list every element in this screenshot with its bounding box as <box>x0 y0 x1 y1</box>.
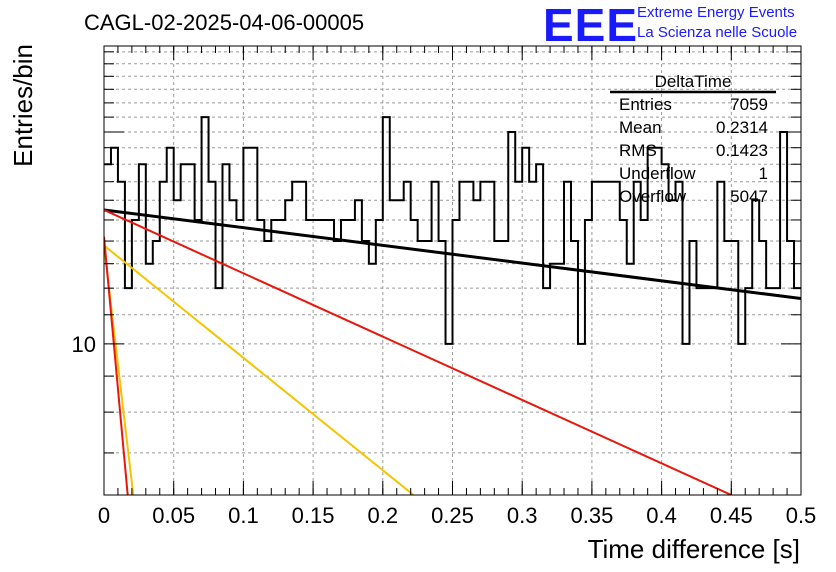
stats-value-overflow: 5047 <box>730 187 768 206</box>
stats-value-rms: 0.1423 <box>716 141 768 160</box>
x-tick-label: 0.1 <box>228 503 259 528</box>
x-tick-label: 0.15 <box>292 503 335 528</box>
chart-title: CAGL-02-2025-04-06-00005 <box>84 10 365 35</box>
stats-value-underflow: 1 <box>759 164 768 183</box>
x-tick-label: 0.3 <box>507 503 538 528</box>
y-axis-title: Entries/bin <box>8 44 38 167</box>
x-tick-label: 0.05 <box>152 503 195 528</box>
stats-label-entries: Entries <box>619 95 672 114</box>
fit-line <box>104 244 415 495</box>
y-tick-label: 10 <box>72 332 96 357</box>
stats-value-entries: 7059 <box>730 95 768 114</box>
eee-logo: EEE <box>543 0 639 51</box>
stats-label-mean: Mean <box>619 118 662 137</box>
stats-box: DeltaTime Entries 7059 Mean 0.2314 RMS 0… <box>610 72 776 206</box>
x-tick-label: 0 <box>98 503 110 528</box>
x-tick-label: 0.2 <box>368 503 399 528</box>
stats-label-underflow: Underflow <box>619 164 696 183</box>
x-tick-label: 0.5 <box>786 503 817 528</box>
fit-line <box>104 236 129 495</box>
stats-label-overflow: Overflow <box>619 187 687 206</box>
x-tick-label: 0.35 <box>570 503 613 528</box>
fit-line <box>104 209 732 495</box>
x-tick-label: 0.4 <box>646 503 677 528</box>
x-tick-label: 0.45 <box>710 503 753 528</box>
tick-label-layer: 0 0.05 0.1 0.15 0.2 0.25 0.3 0.35 0.4 0.45 0.5 10 <box>72 332 817 528</box>
fit-line <box>104 208 801 301</box>
stats-box-title: DeltaTime <box>655 72 732 91</box>
x-tick-label: 0.25 <box>431 503 474 528</box>
eee-logo-line1: Extreme Energy Events <box>637 4 795 21</box>
x-axis-title: Time difference [s] <box>588 534 800 564</box>
tick-layer <box>103 46 802 495</box>
eee-logo-line2: La Scienza nelle Scuole <box>637 24 798 41</box>
stats-value-mean: 0.2314 <box>716 118 768 137</box>
stats-label-rms: RMS <box>619 141 657 160</box>
fit-layer <box>104 208 801 495</box>
